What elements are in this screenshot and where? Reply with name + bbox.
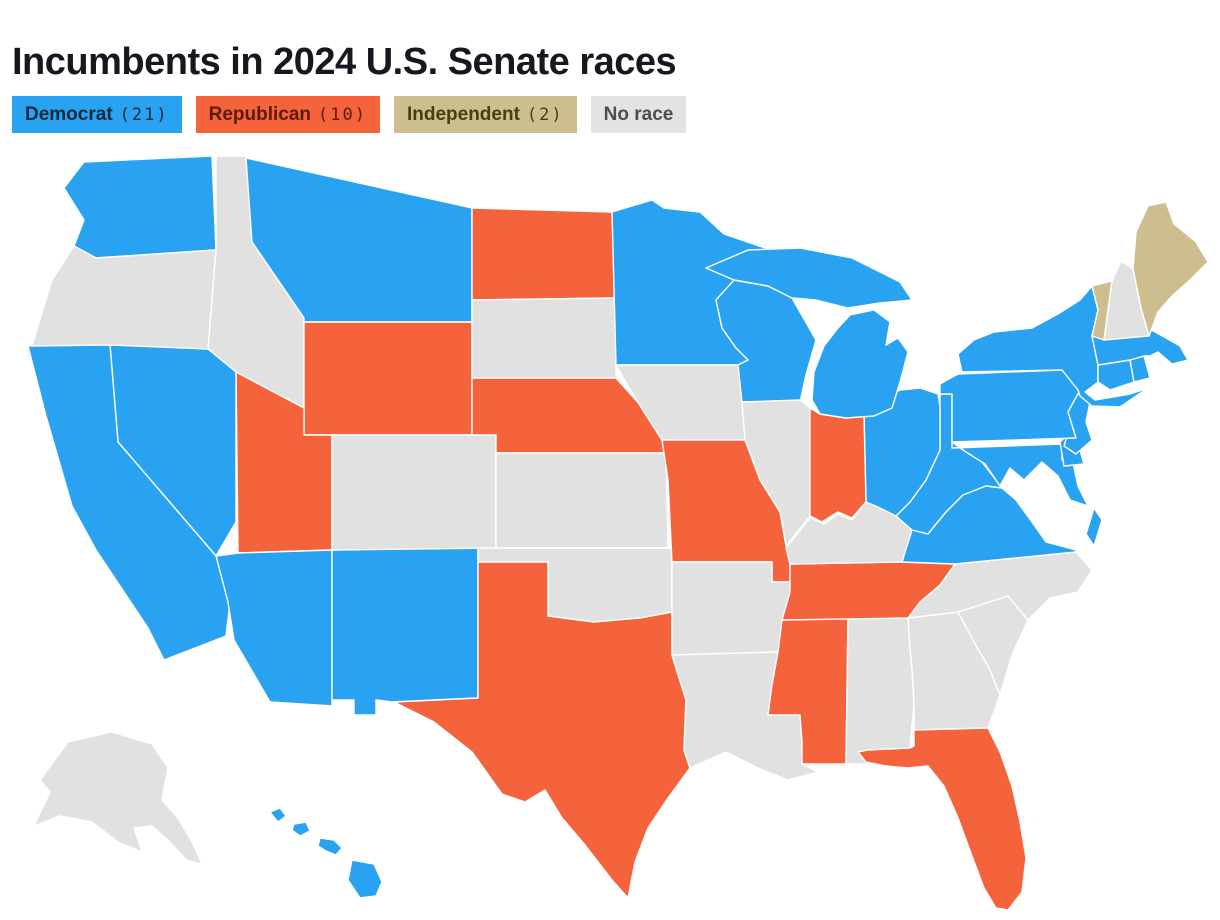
- state-wyoming[interactable]: Wyoming: [303, 321, 473, 436]
- state-michigan[interactable]: Michigan: [705, 247, 913, 419]
- legend-item-democrat: Democrat (21): [12, 96, 182, 133]
- state-washington[interactable]: Washington: [63, 155, 217, 259]
- state-maine[interactable]: Maine: [1132, 201, 1209, 337]
- state-florida[interactable]: Florida: [857, 727, 1027, 911]
- state-indiana[interactable]: Indiana: [809, 407, 867, 523]
- state-south-dakota[interactable]: South Dakota: [471, 297, 617, 381]
- state-colorado[interactable]: Colorado: [331, 434, 497, 551]
- state-rhode-island[interactable]: Rhode Island: [1129, 355, 1151, 383]
- legend-count: (2): [526, 104, 564, 125]
- state-virginia[interactable]: Virginia: [901, 485, 1103, 565]
- state-kansas[interactable]: Kansas: [495, 452, 669, 549]
- legend-item-republican: Republican (10): [195, 96, 380, 133]
- legend-label: Independent: [406, 103, 520, 125]
- state-alabama[interactable]: Alabama: [845, 617, 915, 765]
- state-ohio[interactable]: Ohio: [863, 387, 941, 517]
- legend-count: (21): [119, 104, 169, 125]
- state-pennsylvania[interactable]: Pennsylvania: [939, 369, 1081, 443]
- legend-label: No race: [603, 103, 674, 125]
- legend-label: Democrat: [25, 103, 113, 125]
- legend: Democrat (21) Republican (10) Independen…: [12, 96, 687, 133]
- legend-item-no-race: No race: [590, 96, 687, 133]
- legend-count: (10): [318, 104, 367, 125]
- state-hawaii[interactable]: Hawaii: [269, 807, 383, 899]
- us-map: WashingtonOregonIdahoMontanaWyomingUtahN…: [27, 155, 1209, 911]
- legend-item-independent: Independent (2): [393, 96, 577, 133]
- page-title: Incumbents in 2024 U.S. Senate races: [12, 41, 677, 84]
- state-arizona[interactable]: Arizona: [215, 549, 333, 707]
- state-alaska[interactable]: Alaska: [33, 731, 203, 865]
- legend-label: Republican: [208, 103, 312, 125]
- states-layer: WashingtonOregonIdahoMontanaWyomingUtahN…: [27, 155, 1209, 911]
- state-vermont[interactable]: Vermont: [1091, 280, 1113, 341]
- state-new-mexico[interactable]: New Mexico: [331, 546, 479, 716]
- state-north-dakota[interactable]: North Dakota: [471, 207, 617, 301]
- state-oregon[interactable]: Oregon: [29, 245, 217, 353]
- state-california[interactable]: California: [27, 344, 231, 661]
- us-map-container: WashingtonOregonIdahoMontanaWyomingUtahN…: [0, 150, 1220, 920]
- state-texas[interactable]: Texas: [393, 561, 691, 899]
